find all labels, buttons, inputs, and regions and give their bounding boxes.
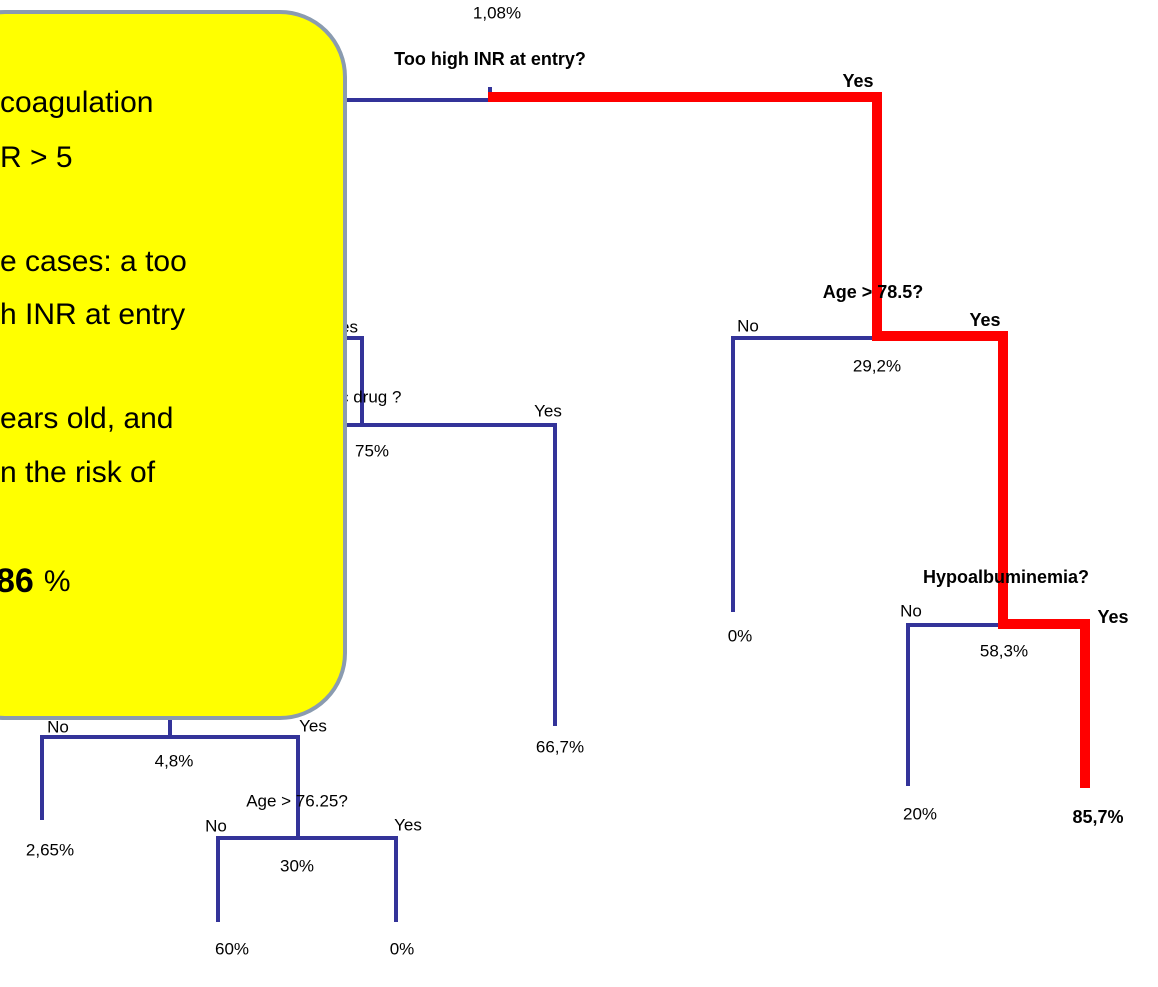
left-split	[40, 735, 300, 838]
drug-yes-branch	[330, 423, 557, 726]
age-low-question: Age > 76.25?	[246, 791, 348, 810]
callout-emphasis: 86	[0, 562, 34, 600]
callout-line: coagulation	[0, 86, 153, 119]
left-yes: Yes	[299, 716, 327, 735]
callout: coagulation R > 5 e cases: a too h INR a…	[0, 10, 347, 720]
age-low-yes-leaf: 0%	[390, 939, 415, 958]
age-low-yes: Yes	[394, 815, 422, 834]
drug-rate: 75%	[355, 441, 389, 460]
age-high-no-leaf: 0%	[728, 626, 753, 645]
age-high-question: Age > 78.5?	[823, 282, 924, 302]
age-high-yes: Yes	[969, 310, 1000, 330]
age-low-split	[216, 836, 398, 922]
callout-line: n the risk of	[0, 456, 156, 489]
age-low-no: No	[205, 816, 227, 835]
callout-box	[0, 10, 347, 720]
root-branch	[330, 87, 492, 102]
age-high-no: No	[737, 316, 759, 335]
age-low-no-leaf: 60%	[215, 939, 249, 958]
callout-line: ears old, and	[0, 402, 173, 435]
left-no: No	[47, 717, 69, 736]
root-question: Too high INR at entry?	[394, 49, 586, 69]
root-rate: 1,08%	[473, 3, 521, 22]
left-no-leaf: 2,65%	[26, 840, 74, 859]
hidden-question: c drug ?	[340, 387, 401, 406]
hypo-yes: Yes	[1097, 607, 1128, 627]
callout-risk: 86%	[0, 562, 71, 600]
hypo-rate: 58,3%	[980, 641, 1028, 660]
hypo-no-branch	[906, 623, 1003, 786]
drug-yes: Yes	[534, 401, 562, 420]
left-rate: 4,8%	[155, 751, 194, 770]
hypo-yes-leaf: 85,7%	[1072, 807, 1123, 827]
callout-unit: %	[44, 565, 71, 598]
hypo-no: No	[900, 601, 922, 620]
age-low-rate: 30%	[280, 856, 314, 875]
root-yes: Yes	[842, 71, 873, 91]
callout-line: h INR at entry	[0, 298, 185, 331]
hypo-question: Hypoalbuminemia?	[923, 567, 1089, 587]
callout-line: R > 5	[0, 141, 73, 174]
callout-line: e cases: a too	[0, 245, 187, 278]
age-high-rate: 29,2%	[853, 356, 901, 375]
highlight-path	[488, 92, 1090, 788]
drug-yes-leaf: 66,7%	[536, 737, 584, 756]
age-no-branch	[731, 336, 877, 612]
hypo-no-leaf: 20%	[903, 804, 937, 823]
